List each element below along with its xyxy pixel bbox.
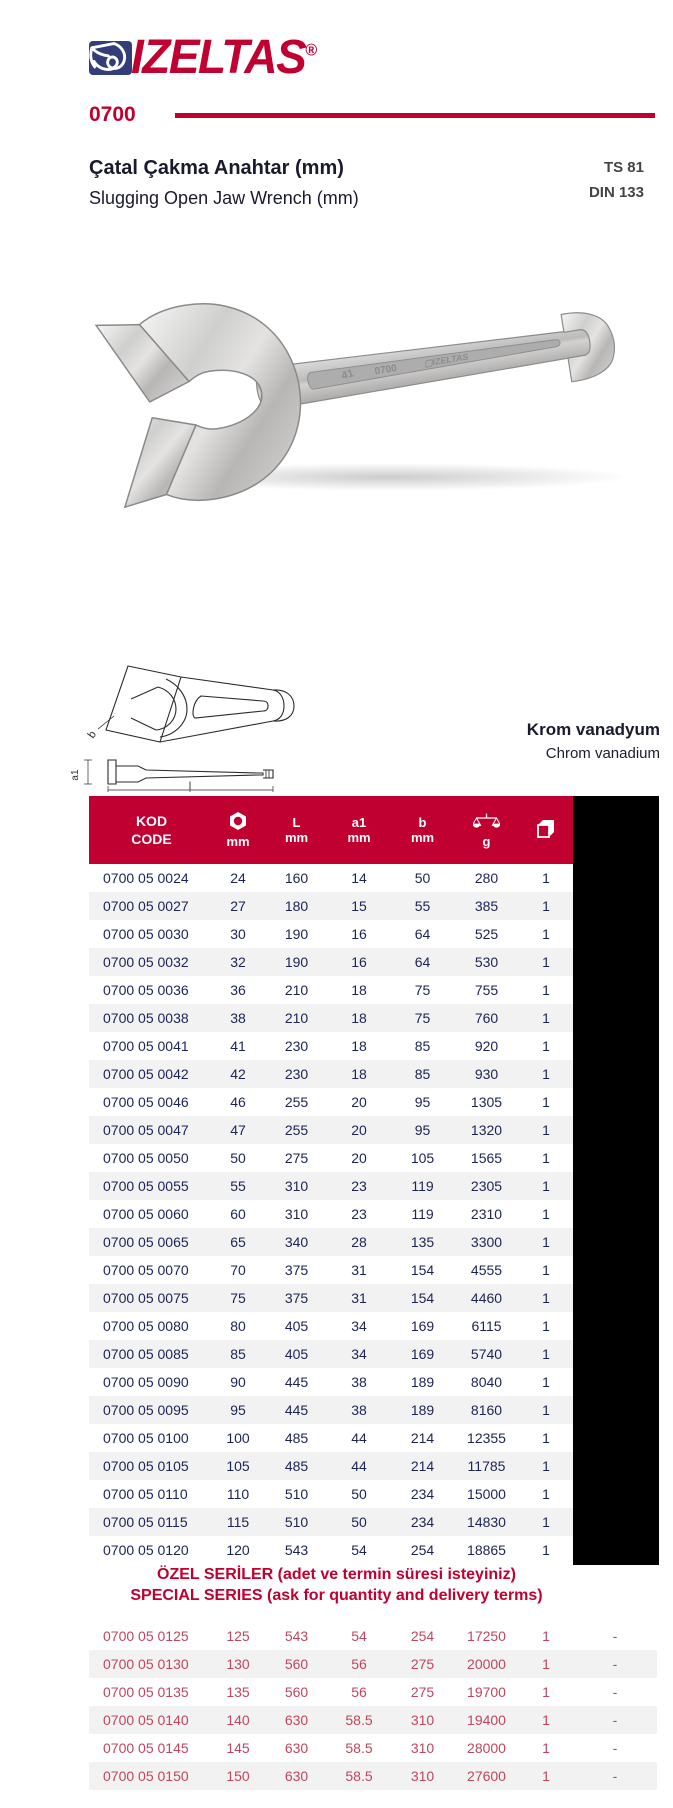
svg-text:b: b [86,729,99,741]
svg-text:l: l [189,781,191,792]
svg-text:a1: a1 [70,769,81,781]
